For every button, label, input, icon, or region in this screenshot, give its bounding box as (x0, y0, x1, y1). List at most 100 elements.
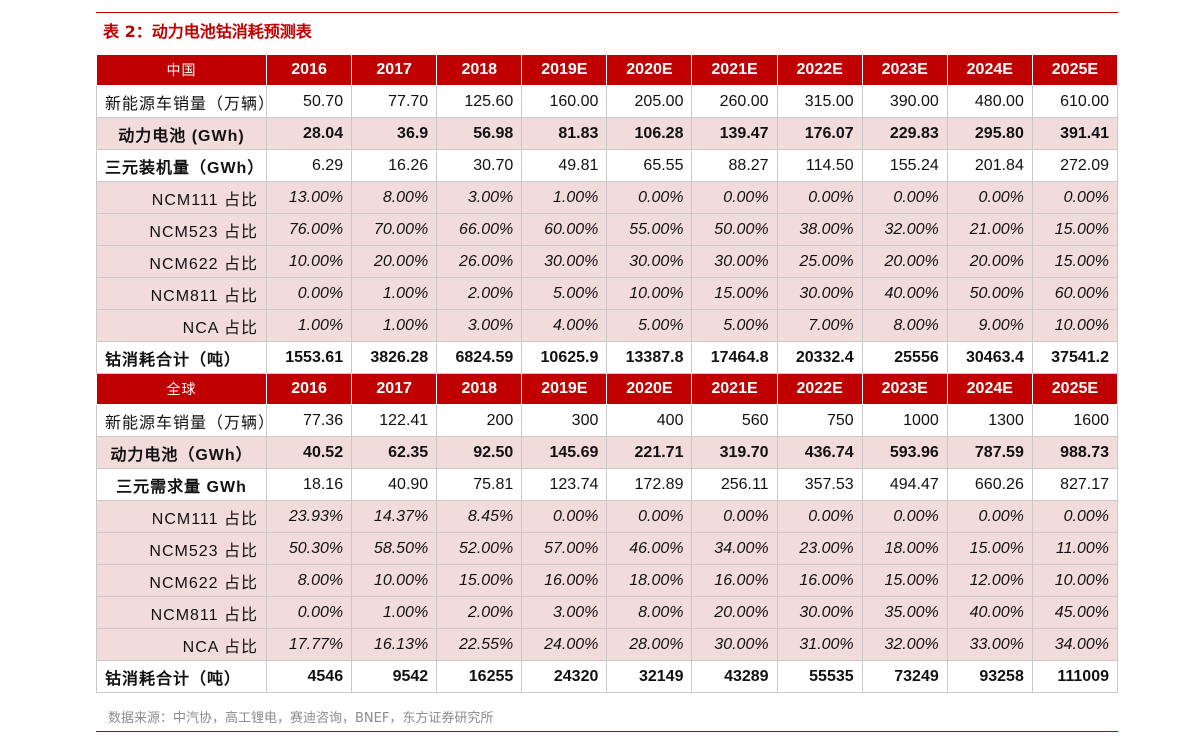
table-cell: 610.00 (1031, 85, 1119, 118)
table-cell: 13387.8 (606, 341, 693, 374)
table-cell: 49.81 (521, 149, 608, 182)
year-header: 2020E (606, 373, 693, 405)
table-cell: 40.90 (351, 468, 438, 501)
table-cell: 15.00% (1031, 213, 1119, 246)
table-cell: 14.37% (351, 500, 438, 533)
table-cell: 32149 (606, 660, 693, 693)
table-row: 钴消耗合计（吨） 1553.61 3826.28 6824.59 10625.9 1338… (96, 341, 1119, 374)
table-cell: 145.69 (521, 436, 608, 469)
table-cell: 4546 (265, 660, 353, 693)
table-cell: 15.00% (691, 277, 778, 310)
table-cell: 77.36 (265, 404, 353, 437)
table-cell: 221.71 (606, 436, 693, 469)
table-cell: 93258 (946, 660, 1033, 693)
table-cell: 106.28 (606, 117, 693, 150)
table-cell: 1600 (1031, 404, 1119, 437)
table-cell: 3.00% (436, 181, 523, 214)
table-cell: 2.00% (436, 277, 523, 310)
row-label: NCM622 占比 (96, 564, 267, 597)
table-cell: 65.55 (606, 149, 693, 182)
year-header: 2023E (861, 373, 948, 405)
table-cell: 23.93% (265, 500, 353, 533)
table-cell: 77.70 (351, 85, 438, 118)
table-cell: 34.00% (691, 532, 778, 565)
table-cell: 200 (436, 404, 523, 437)
table-cell: 24.00% (521, 628, 608, 661)
global-region-label: 全球 (96, 373, 267, 405)
china-header-row: 中国 2016 2017 2018 2019E 2020E 2021E 2022E 2023E 2… (96, 54, 1119, 86)
table-cell: 43289 (691, 660, 778, 693)
table-cell: 0.00% (776, 500, 863, 533)
table-cell: 8.00% (606, 596, 693, 629)
table-cell: 30.00% (776, 596, 863, 629)
table-cell: 28.04 (265, 117, 353, 150)
year-header: 2017 (351, 54, 438, 86)
row-label: NCA 占比 (96, 309, 267, 342)
table-cell: 8.00% (265, 564, 353, 597)
year-header: 2018 (436, 373, 523, 405)
table-cell: 32.00% (861, 213, 948, 246)
table-cell: 22.55% (436, 628, 523, 661)
table-cell: 0.00% (1031, 500, 1119, 533)
table-cell: 295.80 (946, 117, 1033, 150)
table-cell: 81.83 (521, 117, 608, 150)
table-cell: 560 (691, 404, 778, 437)
table-cell: 827.17 (1031, 468, 1119, 501)
table-row: NCM523 占比 50.30% 58.50% 52.00% 57.00% 46.00% 3… (96, 532, 1119, 565)
year-header: 2019E (521, 54, 608, 86)
table-cell: 0.00% (265, 277, 353, 310)
table-cell: 66.00% (436, 213, 523, 246)
row-label: 三元需求量 GWh (96, 468, 267, 501)
table-cell: 12.00% (946, 564, 1033, 597)
row-label: NCA 占比 (96, 628, 267, 661)
table-cell: 176.07 (776, 117, 863, 150)
table-cell: 1.00% (265, 309, 353, 342)
table-cell: 1000 (861, 404, 948, 437)
table-cell: 50.70 (265, 85, 353, 118)
table-cell: 205.00 (606, 85, 693, 118)
global-header-row: 全球 2016 2017 2018 2019E 2020E 2021E 2022E 2023E 2… (96, 373, 1119, 405)
table-cell: 122.41 (351, 404, 438, 437)
table-cell: 46.00% (606, 532, 693, 565)
table-cell: 58.50% (351, 532, 438, 565)
table-cell: 32.00% (861, 628, 948, 661)
table-cell: 56.98 (436, 117, 523, 150)
table-cell: 3826.28 (351, 341, 438, 374)
table-cell: 6824.59 (436, 341, 523, 374)
table-row: 三元需求量 GWh 18.16 40.90 75.81 123.74 172.89 256.… (96, 468, 1119, 501)
table-cell: 20.00% (946, 245, 1033, 278)
row-label: 新能源车销量（万辆） (96, 404, 267, 437)
table-cell: 30463.4 (946, 341, 1033, 374)
table-cell: 16.26 (351, 149, 438, 182)
table-cell: 34.00% (1031, 628, 1119, 661)
table-cell: 9542 (351, 660, 438, 693)
table-row: NCM622 占比 10.00% 20.00% 26.00% 30.00% 30.00% 3… (96, 245, 1119, 278)
table-cell: 1.00% (351, 309, 438, 342)
table-cell: 660.26 (946, 468, 1033, 501)
table-cell: 1.00% (521, 181, 608, 214)
table-cell: 15.00% (436, 564, 523, 597)
table-cell: 10.00% (351, 564, 438, 597)
table-cell: 272.09 (1031, 149, 1119, 182)
table-cell: 38.00% (776, 213, 863, 246)
table-row: NCM523 占比 76.00% 70.00% 66.00% 60.00% 55.00% 5… (96, 213, 1119, 246)
year-header: 2022E (776, 54, 863, 86)
table-cell: 0.00% (265, 596, 353, 629)
table-cell: 256.11 (691, 468, 778, 501)
table-cell: 16.13% (351, 628, 438, 661)
table-row: NCM111 占比 13.00% 8.00% 3.00% 1.00% 0.00% 0.00%… (96, 181, 1119, 214)
top-rule (96, 12, 1118, 13)
table-cell: 26.00% (436, 245, 523, 278)
table-cell: 10.00% (1031, 309, 1119, 342)
table-cell: 28.00% (606, 628, 693, 661)
table-cell: 125.60 (436, 85, 523, 118)
row-label: 三元装机量（GWh） (96, 149, 267, 182)
table-cell: 8.45% (436, 500, 523, 533)
table-cell: 3.00% (436, 309, 523, 342)
row-label: NCM811 占比 (96, 596, 267, 629)
table-row: NCA 占比 1.00% 1.00% 3.00% 4.00% 5.00% 5.00% 7.00… (96, 309, 1119, 342)
table-cell: 0.00% (606, 181, 693, 214)
table-cell: 1.00% (351, 596, 438, 629)
table-cell: 10.00% (606, 277, 693, 310)
table-row: 新能源车销量（万辆） 77.36 122.41 200 300 400 560 750 1000… (96, 404, 1119, 437)
